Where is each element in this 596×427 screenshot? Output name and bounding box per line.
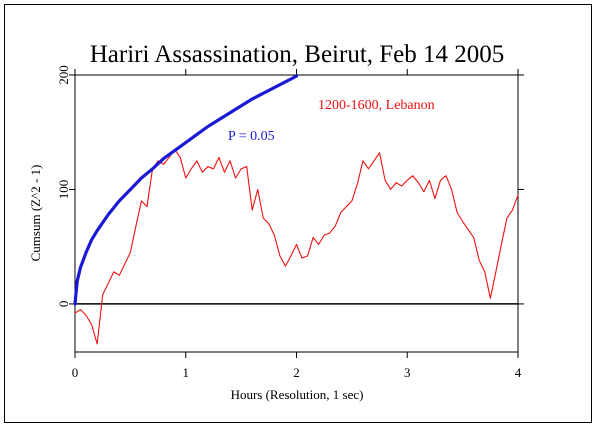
x-axis-label: Hours (Resolution, 1 sec) (231, 387, 364, 402)
axis-labels: 0 1 2 3 4 0 100 200 (56, 65, 522, 380)
y-axis-label: Cumsum (Z^2 - 1) (28, 165, 43, 262)
outer-frame (4, 4, 592, 423)
p-value-curve (73, 74, 299, 306)
annotation-region: 1200-1600, Lebanon (318, 98, 435, 113)
series-layer (73, 74, 519, 345)
x-tick-label: 3 (404, 365, 411, 380)
x-tick-label: 2 (293, 365, 300, 380)
data-series-line (74, 148, 519, 345)
plot-frame (74, 74, 519, 353)
chart-title: Hariri Assassination, Beirut, Feb 14 200… (90, 41, 505, 68)
y-tick-label: 0 (56, 301, 71, 308)
x-tick-label: 1 (183, 365, 190, 380)
x-tick-label: 0 (72, 365, 79, 380)
axis-ticks (69, 69, 524, 358)
x-tick-label: 4 (515, 365, 522, 380)
annotation-p-value: P = 0.05 (228, 129, 275, 144)
y-tick-label: 100 (56, 180, 71, 200)
y-tick-label: 200 (56, 65, 71, 85)
